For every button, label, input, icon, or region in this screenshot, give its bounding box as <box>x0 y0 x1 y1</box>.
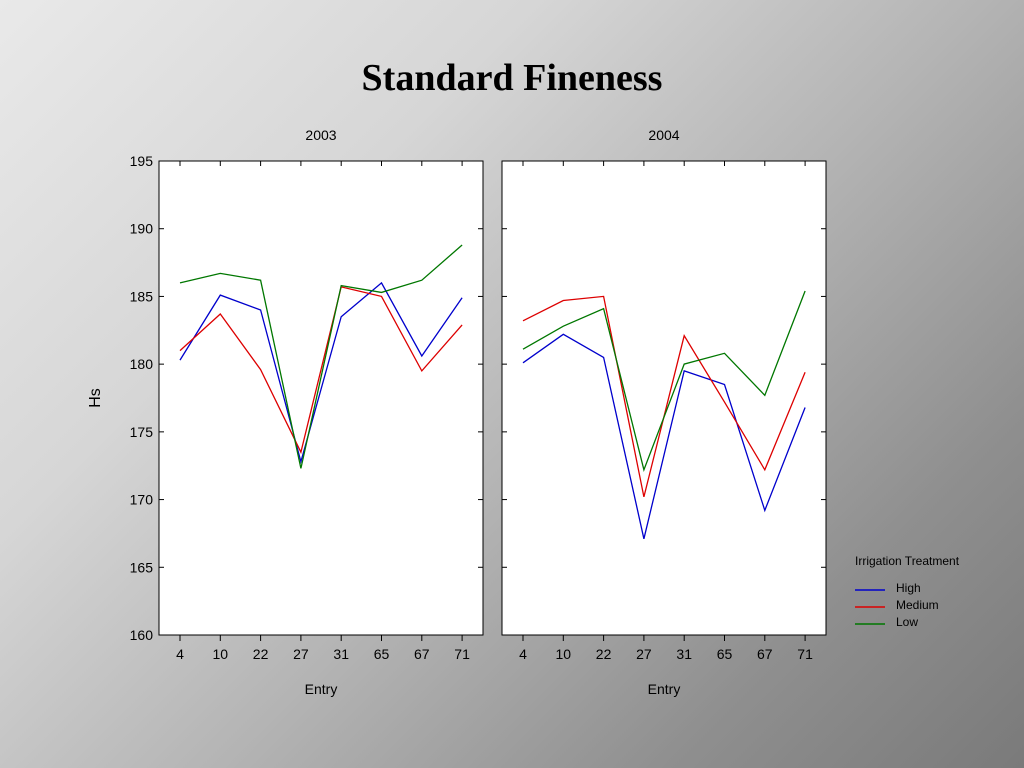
legend-title: Irrigation Treatment <box>855 554 960 568</box>
x-axis-label-1: Entry <box>648 681 681 697</box>
y-tick-label: 160 <box>130 627 154 643</box>
series-line-medium-2003 <box>179 286 463 455</box>
x-tick-label: 65 <box>717 646 733 662</box>
x-tick-label: 67 <box>757 646 773 662</box>
x-tick-label: 10 <box>556 646 572 662</box>
series-line-high-2004 <box>522 333 806 539</box>
x-tick-label: 10 <box>213 646 229 662</box>
panel-title-0: 2003 <box>305 127 336 143</box>
y-tick-label: 190 <box>130 221 154 237</box>
legend-label-medium: Medium <box>896 598 939 612</box>
x-tick-label: 4 <box>176 646 184 662</box>
plot-area-1 <box>501 160 827 636</box>
page-title: Standard Fineness <box>361 57 663 99</box>
x-tick-label: 67 <box>414 646 430 662</box>
x-tick-label: 65 <box>374 646 390 662</box>
y-axis-label: Hs <box>87 388 104 408</box>
x-axis-label-0: Entry <box>305 681 338 697</box>
series-line-low-2004 <box>522 290 806 472</box>
y-tick-label: 165 <box>130 559 154 575</box>
x-tick-label: 31 <box>676 646 692 662</box>
x-tick-label: 22 <box>253 646 269 662</box>
series-line-low-2003 <box>179 244 463 469</box>
x-tick-label: 71 <box>797 646 813 662</box>
series-line-high-2003 <box>179 281 463 465</box>
y-tick-label: 180 <box>130 356 154 372</box>
legend-label-high: High <box>896 581 921 595</box>
x-tick-label: 27 <box>293 646 309 662</box>
x-tick-label: 31 <box>333 646 349 662</box>
x-tick-label: 22 <box>596 646 612 662</box>
y-tick-label: 185 <box>130 288 154 304</box>
plot-area-0 <box>158 160 484 636</box>
legend-label-low: Low <box>896 615 918 629</box>
y-tick-label: 195 <box>130 153 154 169</box>
y-tick-label: 175 <box>130 424 154 440</box>
x-tick-label: 27 <box>636 646 652 662</box>
y-tick-label: 170 <box>130 492 154 508</box>
x-tick-label: 4 <box>519 646 527 662</box>
panel-title-1: 2004 <box>648 127 679 143</box>
x-tick-label: 71 <box>454 646 470 662</box>
